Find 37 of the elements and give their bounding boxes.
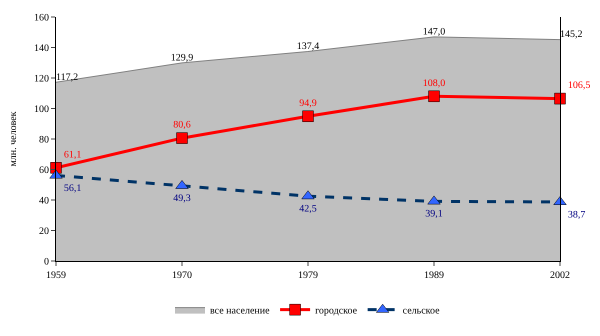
data-label: 129,9 [170,52,194,64]
data-label: 106,5 [568,80,590,92]
x-tick-label: 1989 [424,270,444,281]
data-label: 39,1 [425,208,443,220]
y-tick-label: 80 [39,134,49,146]
point [176,132,188,144]
y-tick-label: 140 [34,43,49,54]
legend-label: все население [210,306,270,317]
y-tick-label: 100 [34,104,49,115]
x-tick-label: 1970 [172,270,192,281]
data-label: 94,9 [299,98,317,109]
data-label: 117,2 [56,72,78,83]
data-label: 137,4 [296,40,320,52]
data-label: 49,3 [173,193,191,204]
x-tick-label: 1979 [298,270,318,281]
legend-label: сельское [402,306,440,317]
point [302,110,314,122]
y-tick-label: 0 [44,256,49,268]
x-tick-label: 2002 [550,270,570,281]
point [554,92,566,104]
data-label: 61,1 [64,149,82,160]
y-tick-label: 40 [39,196,49,206]
data-label: 56,1 [64,182,82,194]
y-tick-label: 60 [39,165,49,176]
data-label: 147,0 [422,26,446,38]
y-tick-label: 160 [34,12,49,24]
point [428,90,440,102]
data-label: 38,7 [568,209,586,220]
data-label: 80,6 [173,120,191,131]
data-label: 108,0 [422,78,446,89]
y-axis-title: млн. человек [8,111,19,167]
y-tick-label: 20 [39,226,49,237]
x-tick-label: 1959 [46,270,66,281]
legend-label: городское [315,306,358,317]
data-label: 42,5 [299,204,317,215]
y-tick-label: 120 [34,74,49,84]
data-label: 145,2 [560,29,582,40]
